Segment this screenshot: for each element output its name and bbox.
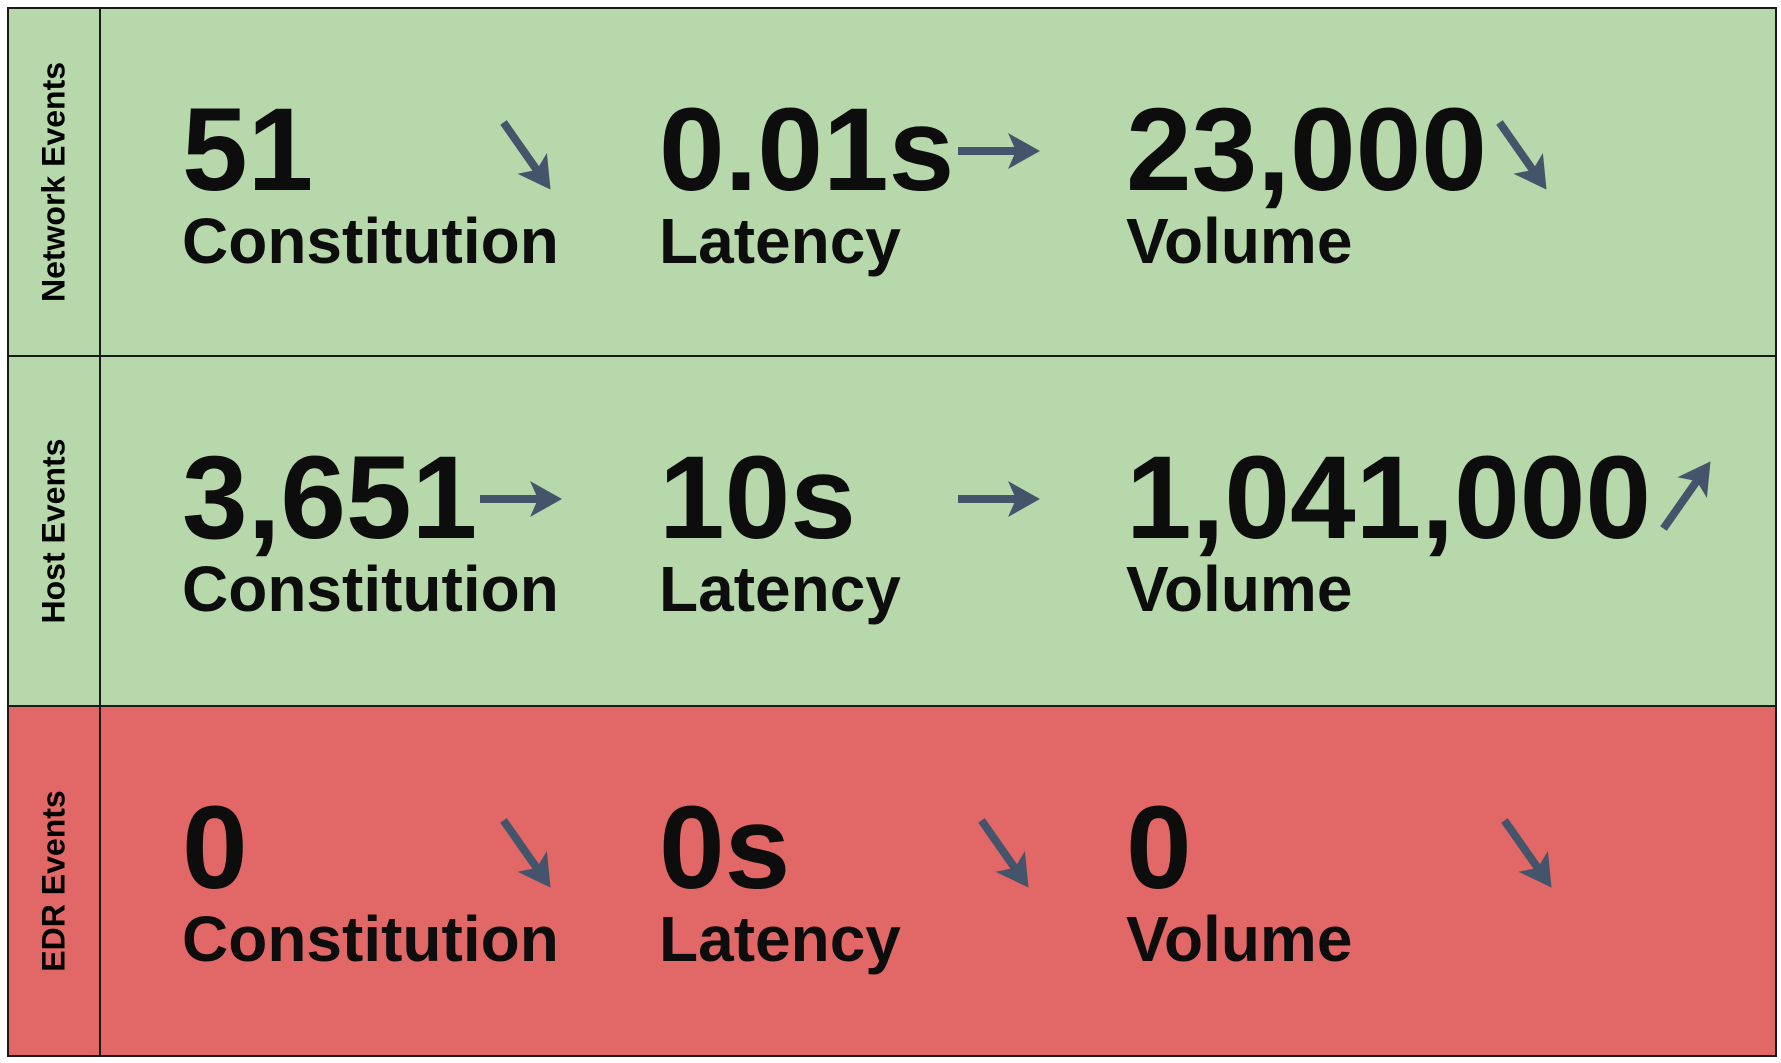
arrow-down-right-icon <box>482 111 572 201</box>
arrow-down-right-icon <box>960 809 1050 899</box>
metric-value: 0.01s <box>659 84 955 216</box>
metric-value: 51 <box>182 84 314 216</box>
metric-label: Constitution <box>182 205 559 277</box>
row-label-text: Host Events <box>35 438 72 624</box>
metric-value: 10s <box>659 432 856 564</box>
metric-label: Constitution <box>182 553 559 625</box>
row-host-events: Host Events 3,651 Constitution 10s Laten… <box>7 357 1777 707</box>
arrow-right-icon <box>476 454 566 544</box>
metric-value: 0s <box>659 782 791 914</box>
row-label: Network Events <box>9 9 101 355</box>
arrow-down-right-icon <box>482 809 572 899</box>
arrow-right-icon <box>954 454 1044 544</box>
metric-label: Latency <box>659 205 901 277</box>
metric-value: 1,041,000 <box>1126 432 1651 564</box>
arrow-down-right-icon <box>1478 111 1568 201</box>
metric-value: 0 <box>182 782 248 914</box>
metric-value: 3,651 <box>182 432 478 564</box>
row-label: Host Events <box>9 357 101 705</box>
arrow-right-icon <box>954 106 1044 196</box>
arrow-up-right-icon <box>1642 450 1732 540</box>
metric-value: 0 <box>1126 782 1192 914</box>
metric-label: Volume <box>1126 903 1353 975</box>
events-dashboard: Network Events 51 Constitution 0.01s Lat… <box>7 7 1777 1057</box>
metric-value: 23,000 <box>1126 84 1487 216</box>
row-edr-events: EDR Events 0 Constitution 0s Latency 0 V… <box>7 707 1777 1057</box>
metric-label: Latency <box>659 903 901 975</box>
row-label-text: Network Events <box>35 61 72 303</box>
row-network-events: Network Events 51 Constitution 0.01s Lat… <box>7 7 1777 357</box>
metric-label: Volume <box>1126 553 1353 625</box>
arrow-down-right-icon <box>1483 809 1573 899</box>
row-label-text: EDR Events <box>35 790 72 972</box>
metric-label: Volume <box>1126 205 1353 277</box>
metric-label: Latency <box>659 553 901 625</box>
row-label: EDR Events <box>9 707 101 1055</box>
metric-label: Constitution <box>182 903 559 975</box>
